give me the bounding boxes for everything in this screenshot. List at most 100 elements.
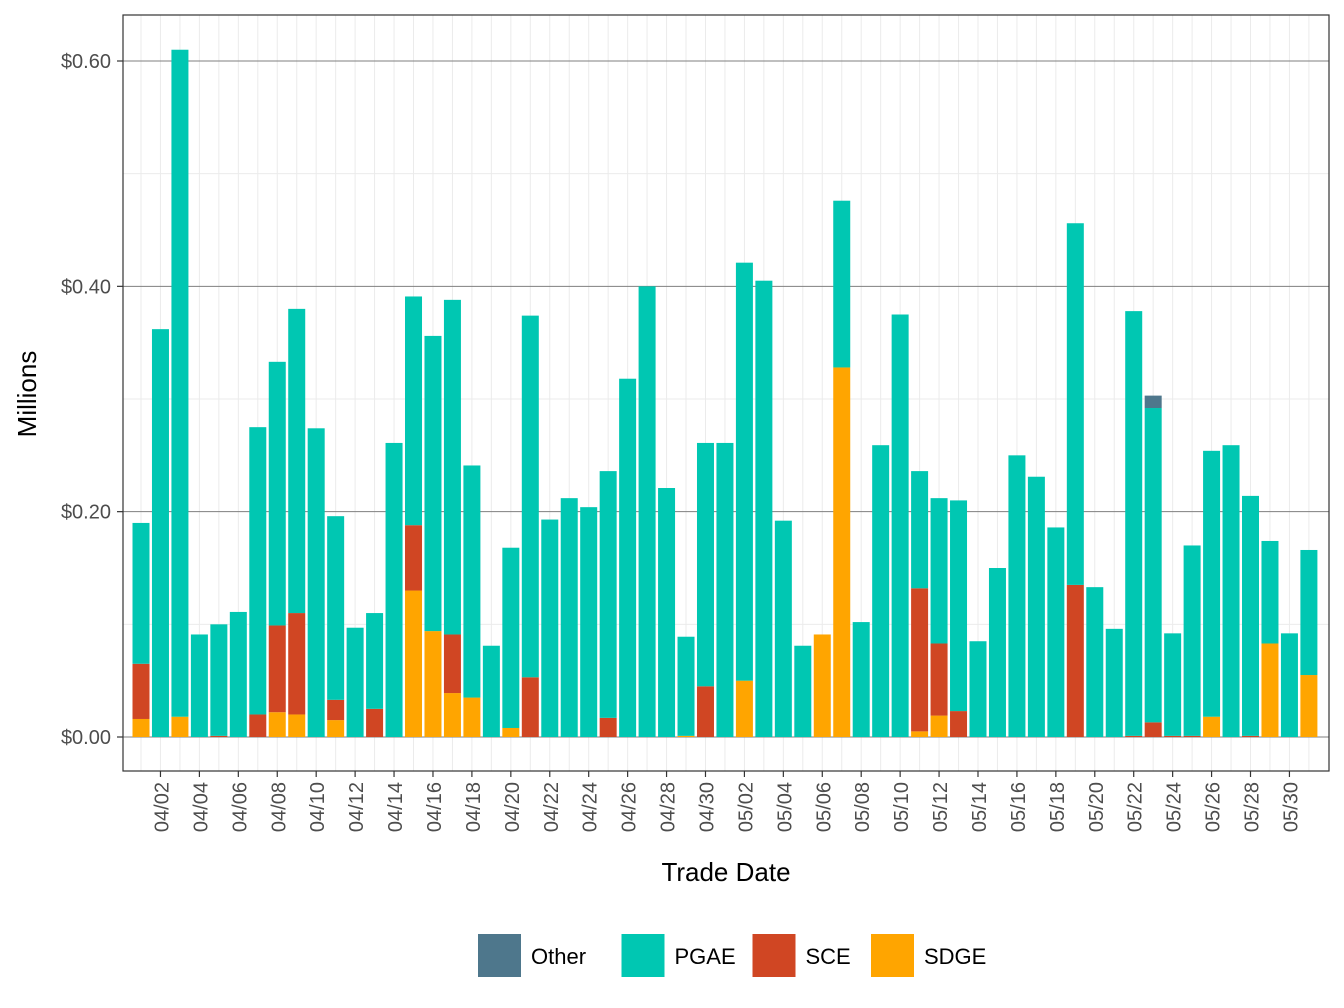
bar-segment-other — [1144, 395, 1162, 409]
bar-segment-sce — [1066, 584, 1084, 737]
x-tick-label: 04/16 — [424, 782, 446, 832]
bar-segment-sce — [696, 686, 714, 737]
bar-segment-pgae — [638, 286, 656, 737]
bar-segment-pgae — [580, 507, 598, 737]
bar-segment-sdge — [813, 634, 831, 737]
bar-segment-sce — [443, 634, 461, 694]
bar-segment-pgae — [1222, 445, 1240, 737]
x-tick-label: 05/16 — [1008, 782, 1030, 832]
x-tick-label: 04/22 — [541, 782, 563, 832]
x-tick-label: 04/18 — [463, 782, 485, 832]
bar-segment-pgae — [210, 624, 228, 736]
x-tick-label: 04/14 — [385, 782, 407, 832]
bar-segment-pgae — [443, 299, 461, 635]
bar-segment-pgae — [385, 442, 403, 737]
bar-segment-sdge — [424, 631, 442, 737]
legend-label-sce: SCE — [806, 944, 851, 969]
bar-segment-pgae — [327, 516, 345, 700]
x-axis: 04/02 04/04 04/06 04/08 04/10 04/12 04/14 04/16… — [151, 771, 1302, 832]
bar-segment-sce — [249, 714, 267, 737]
bar-segment-pgae — [560, 498, 578, 737]
plot-panel-border — [122, 14, 1330, 772]
x-tick-label: 04/04 — [190, 782, 212, 832]
bar-segment-sdge — [1261, 643, 1279, 737]
legend-key-sce — [752, 934, 796, 977]
bar-segment-pgae — [268, 361, 286, 626]
bar-segment-pgae — [190, 634, 208, 737]
bar-segment-pgae — [482, 645, 500, 737]
x-tick-label: 05/24 — [1164, 782, 1186, 832]
bar-segment-pgae — [151, 329, 169, 737]
bar-segment-pgae — [1047, 527, 1065, 737]
x-tick-label: 05/22 — [1125, 782, 1147, 832]
x-tick-label: 05/30 — [1280, 782, 1302, 832]
bar-segment-pgae — [677, 636, 695, 736]
bar-segment-sce — [132, 663, 150, 719]
bar-segment-sdge — [268, 712, 286, 737]
bar-segment-sce — [366, 708, 384, 737]
bar-segment-pgae — [794, 645, 812, 737]
x-tick-label: 05/04 — [774, 782, 796, 832]
bar-segment-pgae — [463, 465, 481, 698]
bar-segment-pgae — [696, 442, 714, 687]
bar-segment-pgae — [716, 442, 734, 737]
bar-segment-sce — [210, 735, 228, 737]
bar-segment-pgae — [599, 471, 617, 718]
bar-segment-sdge — [463, 697, 481, 737]
bar-segment-sdge — [677, 735, 695, 737]
bar-segment-sce — [1242, 735, 1260, 737]
bar-segment-pgae — [249, 427, 267, 715]
x-tick-label: 05/06 — [813, 782, 835, 832]
bar-segment-sdge — [405, 590, 423, 737]
legend-label-sdge: SDGE — [924, 944, 986, 969]
bar-segment-sdge — [327, 720, 345, 737]
bar-segment-pgae — [307, 428, 325, 737]
bar-segment-sdge — [132, 718, 150, 737]
x-tick-label: 04/06 — [229, 782, 251, 832]
bar-segment-pgae — [1261, 540, 1279, 644]
bars — [132, 49, 1318, 737]
bar-segment-pgae — [132, 522, 150, 664]
bar-segment-pgae — [405, 296, 423, 526]
bar-segment-pgae — [1027, 476, 1045, 737]
bar-segment-sce — [268, 625, 286, 713]
bar-segment-pgae — [1144, 408, 1162, 723]
y-axis: $0.00 $0.20 $0.40 $0.60 — [61, 51, 123, 749]
bar-segment-sce — [1164, 735, 1182, 737]
bar-segment-pgae — [229, 611, 247, 737]
bar-segment-sce — [327, 699, 345, 721]
bar-segment-pgae — [774, 520, 792, 737]
x-tick-label: 04/02 — [151, 782, 173, 832]
x-tick-label: 05/14 — [969, 782, 991, 832]
legend-key-other — [478, 934, 521, 977]
bar-segment-pgae — [346, 627, 364, 737]
y-tick-label: $0.60 — [61, 51, 111, 73]
bar-segment-sce — [1183, 735, 1201, 737]
bar-segment-sce — [599, 717, 617, 737]
bar-segment-sdge — [735, 680, 753, 737]
legend-label-other: Other — [531, 944, 586, 969]
bar-segment-pgae — [1203, 450, 1221, 717]
bar-segment-pgae — [1242, 495, 1260, 736]
bar-segment-pgae — [424, 335, 442, 632]
bar-segment-sdge — [833, 367, 851, 737]
bar-segment-sdge — [443, 693, 461, 737]
bar-segment-sce — [405, 525, 423, 591]
x-axis-title: Trade Date — [661, 857, 790, 887]
legend-key-pgae — [621, 934, 665, 977]
x-tick-label: 05/10 — [891, 782, 913, 832]
bar-segment-pgae — [1164, 633, 1182, 736]
bar-segment-pgae — [872, 445, 890, 737]
bar-segment-sdge — [911, 731, 929, 737]
x-tick-label: 04/30 — [696, 782, 718, 832]
bar-segment-sdge — [171, 716, 189, 737]
y-tick-label: $0.40 — [61, 276, 111, 298]
bar-segment-pgae — [658, 488, 676, 737]
legend: Other PGAE SCE SDGE — [478, 934, 986, 977]
bar-segment-pgae — [852, 622, 870, 737]
x-tick-label: 04/20 — [502, 782, 524, 832]
bar-segment-pgae — [735, 262, 753, 681]
x-tick-label: 05/12 — [930, 782, 952, 832]
y-tick-label: $0.00 — [61, 727, 111, 749]
bar-segment-pgae — [891, 314, 909, 737]
